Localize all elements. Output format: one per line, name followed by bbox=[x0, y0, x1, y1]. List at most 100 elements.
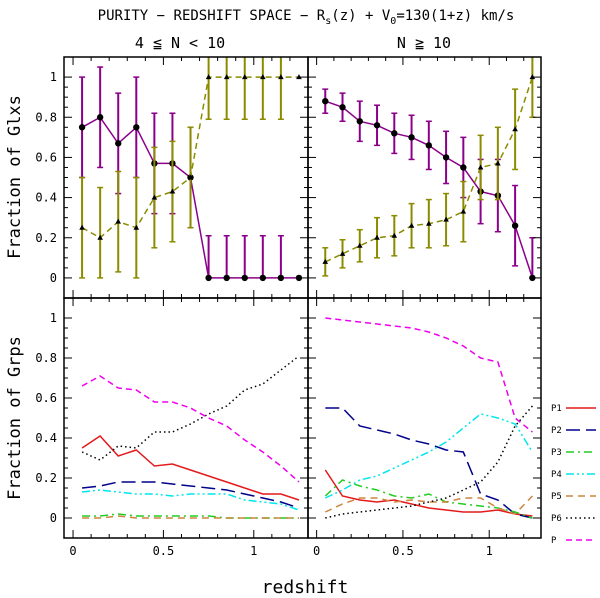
series-P2 bbox=[325, 407, 533, 519]
series-line-P2 bbox=[82, 481, 300, 509]
marker-field bbox=[529, 74, 536, 80]
panel-top-left: 0 0.2 0.4 0.6 0.8 1 bbox=[35, 56, 309, 299]
series-line-P2 bbox=[325, 407, 533, 519]
figure-title-suffix: =130(1+z) km/s bbox=[396, 8, 514, 24]
legend-entry-P6: P6 bbox=[551, 514, 596, 524]
legend-label-P2: P2 bbox=[551, 426, 562, 436]
panel-bottom-right: 0 0.5 1 bbox=[307, 297, 542, 558]
series-line-P1 bbox=[81, 435, 300, 501]
marker-field bbox=[460, 208, 467, 214]
series-line-P4 bbox=[324, 413, 534, 499]
marker-groups bbox=[322, 97, 329, 105]
panels: 00.20.40.60.810 0.5 100.20.40.60.810 0.5 1 bbox=[35, 56, 542, 558]
series-P4 bbox=[324, 413, 534, 499]
x-tick-label: 0.5 bbox=[392, 544, 414, 558]
marker-groups bbox=[511, 222, 519, 229]
marker-groups bbox=[133, 124, 140, 131]
panel-plot-area bbox=[322, 57, 536, 282]
figure-title-sub1: s bbox=[325, 16, 331, 27]
y-tick-label: 0.8 bbox=[35, 351, 57, 365]
x-axis-label: redshift bbox=[262, 577, 349, 598]
marker-field bbox=[322, 258, 329, 264]
legend-label-P6: P6 bbox=[551, 514, 562, 524]
legend-entry-P4: P4 bbox=[551, 470, 596, 480]
y-axis-label-top: Fraction of Glxs bbox=[5, 95, 25, 259]
column-title-left: 4 ≦ N < 10 bbox=[135, 34, 225, 52]
y-tick-label: 0.8 bbox=[35, 110, 57, 124]
series-line-P1 bbox=[324, 469, 533, 517]
panel-frame bbox=[63, 297, 309, 539]
legend: P1 P2 P3 P4 P5 P6 P bbox=[551, 404, 596, 546]
figure-title-sub2: 0 bbox=[390, 16, 396, 27]
marker-field bbox=[169, 188, 176, 194]
series-P4 bbox=[82, 489, 300, 511]
series-P bbox=[81, 375, 300, 483]
y-tick-label: 0.4 bbox=[35, 191, 57, 205]
marker-field bbox=[426, 220, 432, 226]
marker-groups bbox=[205, 274, 212, 282]
series-P2 bbox=[82, 481, 300, 509]
series-P5 bbox=[82, 515, 299, 519]
y-tick-label: 0 bbox=[50, 271, 57, 285]
series-P6 bbox=[325, 405, 533, 519]
marker-groups bbox=[115, 140, 122, 147]
marker-groups bbox=[295, 274, 303, 282]
panel-plot-area bbox=[81, 355, 300, 519]
y-tick-label: 0.6 bbox=[35, 391, 57, 405]
y-axis-label-bottom: Fraction of Grps bbox=[5, 336, 25, 500]
marker-field bbox=[151, 194, 158, 200]
legend-label-P4: P4 bbox=[551, 470, 562, 480]
panel-top-right bbox=[307, 56, 542, 299]
marker-field bbox=[408, 222, 415, 228]
series-line-P5 bbox=[82, 515, 299, 519]
marker-field bbox=[97, 234, 103, 240]
marker-field bbox=[477, 164, 484, 170]
series-field bbox=[79, 57, 302, 279]
marker-field bbox=[205, 74, 212, 80]
panel-plot-area bbox=[78, 57, 303, 282]
marker-groups bbox=[373, 122, 381, 129]
marker-field bbox=[356, 242, 363, 248]
series-line-P6 bbox=[325, 405, 533, 519]
marker-groups bbox=[391, 130, 398, 137]
marker-field bbox=[495, 160, 501, 166]
marker-field bbox=[374, 234, 380, 240]
marker-groups bbox=[425, 142, 433, 149]
marker-field bbox=[443, 216, 449, 222]
marker-field bbox=[339, 250, 346, 256]
series-line-P5 bbox=[324, 495, 533, 515]
y-tick-label: 0.6 bbox=[35, 150, 57, 164]
y-tick-label: 0 bbox=[50, 511, 57, 525]
legend-label-P3: P3 bbox=[551, 448, 562, 458]
marker-groups bbox=[96, 114, 104, 121]
series-P5 bbox=[324, 495, 533, 515]
marker-groups bbox=[339, 104, 346, 111]
series-groups bbox=[322, 88, 536, 282]
y-tick-label: 1 bbox=[50, 70, 57, 84]
series-P3 bbox=[324, 479, 533, 519]
series-line-P bbox=[325, 317, 533, 433]
marker-groups bbox=[241, 274, 248, 282]
legend-label-P: P bbox=[551, 536, 557, 546]
marker-groups bbox=[259, 274, 267, 282]
series-line-P3 bbox=[324, 479, 533, 519]
x-tick-label: 0 bbox=[69, 544, 76, 558]
legend-entry-P2: P2 bbox=[551, 426, 596, 436]
x-tick-label: 0 bbox=[313, 544, 320, 558]
marker-field bbox=[115, 218, 122, 224]
legend-label-P1: P1 bbox=[551, 404, 562, 414]
marker-field bbox=[133, 224, 140, 230]
figure-title-prefix: PURITY − REDSHIFT SPACE − R bbox=[98, 8, 326, 24]
marker-groups bbox=[529, 274, 536, 282]
series-line-P4 bbox=[82, 489, 300, 511]
marker-groups bbox=[277, 274, 285, 282]
marker-groups bbox=[408, 134, 415, 141]
marker-field bbox=[187, 174, 194, 180]
y-tick-label: 0.2 bbox=[35, 471, 57, 485]
marker-groups bbox=[460, 164, 467, 171]
marker-field bbox=[223, 74, 230, 80]
marker-field bbox=[79, 224, 85, 230]
y-tick-label: 1 bbox=[50, 311, 57, 325]
panel-bottom-left: 0 0.5 1 0 0.2 0.4 0.6 0.8 1 bbox=[35, 297, 309, 558]
